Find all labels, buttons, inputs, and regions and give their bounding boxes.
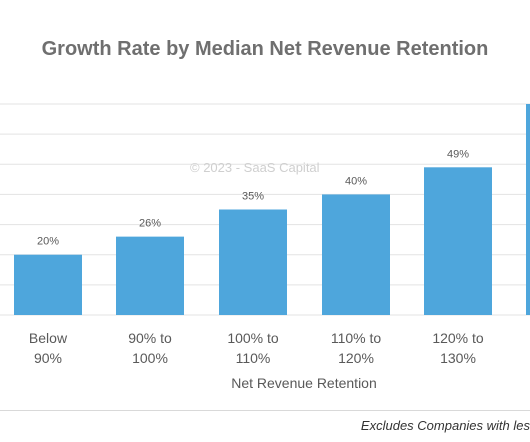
x-tick-label: 100% to [227, 330, 279, 346]
bar [322, 194, 390, 315]
data-label: 49% [447, 148, 469, 160]
x-tick-label: 110% to [331, 330, 382, 346]
value-labels: 20% 26% 35% 40% 49% [37, 148, 469, 247]
x-tick-labels: Below 90% 90% to 100% 100% to 110% 110% to 120%… [29, 330, 484, 366]
bar [219, 209, 287, 315]
bar [14, 254, 82, 315]
data-label: 35% [242, 191, 264, 203]
x-tick-label: 110% [236, 350, 271, 366]
x-tick-label: 90% to [128, 330, 172, 346]
x-axis-label: Net Revenue Retention [231, 375, 377, 391]
x-tick-label: 90% [34, 350, 62, 366]
data-label: 40% [345, 175, 367, 187]
bar [526, 104, 530, 315]
watermark: © 2023 - SaaS Capital [190, 160, 320, 175]
x-tick-label: 130% [440, 350, 476, 366]
data-label: 26% [139, 218, 161, 230]
bar [424, 167, 492, 315]
x-tick-label: Below [29, 330, 68, 346]
chart-title: Growth Rate by Median Net Revenue Retent… [41, 38, 489, 60]
bar [116, 236, 184, 315]
divider [0, 410, 530, 411]
footnote: Excludes Companies with les [360, 418, 530, 433]
data-label: 20% [37, 236, 59, 248]
bars [14, 104, 530, 315]
x-tick-label: 120% to [432, 330, 484, 346]
x-tick-label: 100% [132, 350, 168, 366]
x-tick-label: 120% [338, 350, 374, 366]
